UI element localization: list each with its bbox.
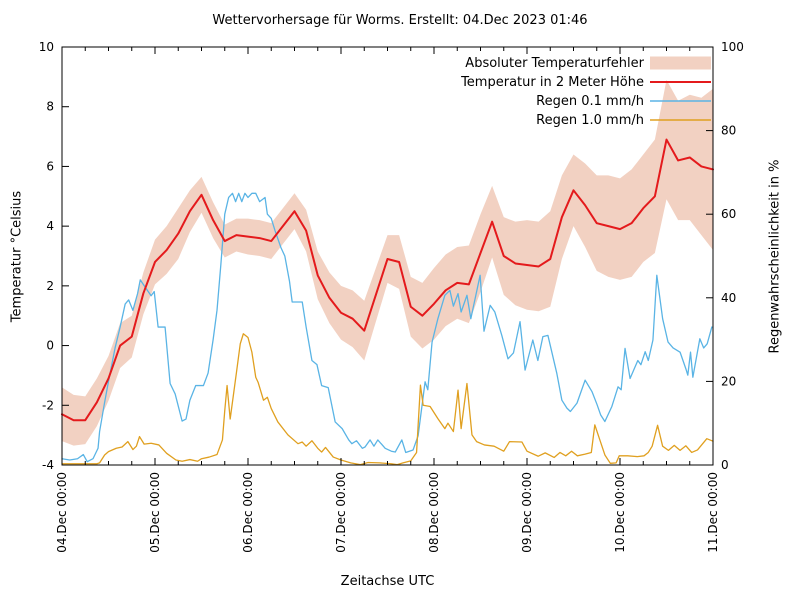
legend-label-band: Absoluter Temperaturfehler	[465, 56, 644, 71]
rain-0.1mm-line	[61, 192, 713, 463]
x-tick-label: 08.Dec 00:00	[427, 472, 441, 553]
y-left-tick-label: 6	[46, 159, 54, 173]
y-left-tick-label: 10	[39, 40, 54, 54]
y-left-tick-label: -2	[42, 398, 54, 412]
x-tick-label: 10.Dec 00:00	[613, 472, 627, 553]
x-tick-label: 04.Dec 00:00	[55, 472, 69, 553]
y-left-tick-label: 4	[46, 219, 54, 233]
chart-title: Wettervorhersage für Worms. Erstellt: 04…	[212, 13, 588, 28]
y-axis-label-left: Temperatur °Celsius	[9, 190, 25, 323]
y-left-tick-label: 8	[46, 100, 54, 114]
legend-label-temp: Temperatur in 2 Meter Höhe	[460, 75, 644, 90]
y-axis-label-right: Regenwahrscheinlichkeit in %	[767, 159, 783, 354]
x-tick-label: 07.Dec 00:00	[334, 472, 348, 553]
x-tick-label: 09.Dec 00:00	[520, 472, 534, 553]
y-right-tick-label: 80	[721, 124, 736, 138]
legend-label-rain10: Regen 1.0 mm/h	[536, 113, 644, 128]
y-left-tick-label: 2	[46, 279, 54, 293]
temperature-line	[61, 138, 714, 422]
temperature-error-band	[62, 79, 713, 446]
y-right-tick-label: 100	[721, 40, 744, 54]
legend-swatch-band	[650, 56, 711, 70]
rain-1.0mm-line	[61, 333, 714, 466]
x-tick-label: 11.Dec 00:00	[706, 472, 720, 553]
legend-label-rain01: Regen 0.1 mm/h	[536, 94, 644, 109]
x-axis-label: Zeitachse UTC	[340, 574, 435, 589]
y-right-tick-label: 60	[721, 207, 736, 221]
x-tick-label: 05.Dec 00:00	[148, 472, 162, 553]
y-left-tick-label: 0	[46, 339, 54, 353]
x-tick-label: 06.Dec 00:00	[241, 472, 255, 553]
y-right-tick-label: 20	[721, 374, 736, 388]
y-left-tick-label: -4	[42, 458, 54, 472]
y-right-tick-label: 40	[721, 291, 736, 305]
y-right-tick-label: 0	[721, 458, 729, 472]
